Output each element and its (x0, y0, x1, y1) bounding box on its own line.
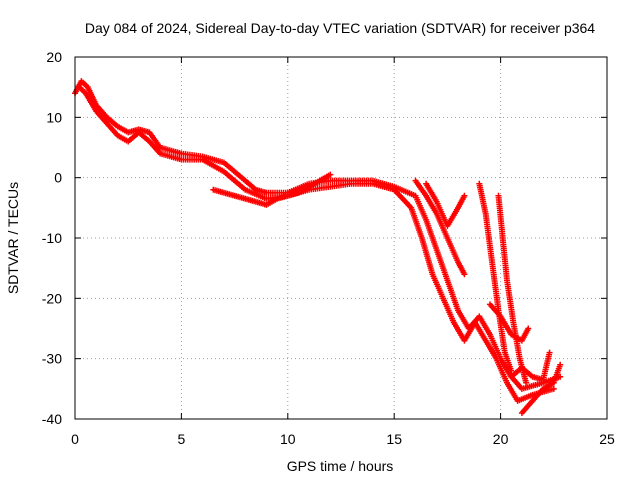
axis-ticks: 0 5 10 15 20 25 20 10 0 -10 -20 -30 -40 (42, 49, 615, 447)
x-tick-label: 20 (493, 431, 509, 447)
y-tick-label: 10 (46, 109, 62, 125)
series-arc-7 (495, 192, 530, 386)
y-tick-label: -20 (42, 290, 62, 306)
data-point-marker (523, 379, 530, 386)
y-tick-label: -30 (42, 351, 62, 367)
series-arc-2 (76, 84, 557, 404)
series-arc-8 (518, 361, 564, 416)
series-arc-10 (508, 349, 553, 383)
y-tick-label: -10 (42, 230, 62, 246)
series-arc-6 (476, 180, 515, 374)
x-tick-label: 15 (386, 431, 402, 447)
y-tick-label: 20 (46, 49, 62, 65)
y-tick-label: -40 (42, 411, 62, 427)
data-point-marker (557, 361, 564, 368)
series-arc-4 (412, 177, 468, 278)
y-axis-label: SDTVAR / TECUs (5, 182, 21, 294)
series-arc-9 (486, 301, 532, 344)
x-axis-label: GPS time / hours (287, 458, 394, 474)
data-point-marker (525, 325, 532, 332)
series-arc-3 (210, 171, 334, 208)
series-arc-5 (423, 180, 468, 229)
series-arc-1 (72, 78, 564, 392)
data-point-marker (327, 171, 334, 178)
x-tick-label: 10 (280, 431, 296, 447)
data-point-marker (461, 192, 468, 199)
data-point-marker (461, 271, 468, 278)
chart-title: Day 084 of 2024, Sidereal Day-to-day VTE… (85, 20, 595, 36)
x-tick-label: 5 (178, 431, 186, 447)
data-point-marker (546, 349, 553, 356)
y-tick-label: 0 (54, 170, 62, 186)
data-point-marker (508, 367, 515, 374)
x-tick-label: 0 (71, 431, 79, 447)
plot-area (72, 78, 564, 416)
data-point-marker (550, 385, 557, 392)
x-tick-label: 25 (599, 431, 615, 447)
